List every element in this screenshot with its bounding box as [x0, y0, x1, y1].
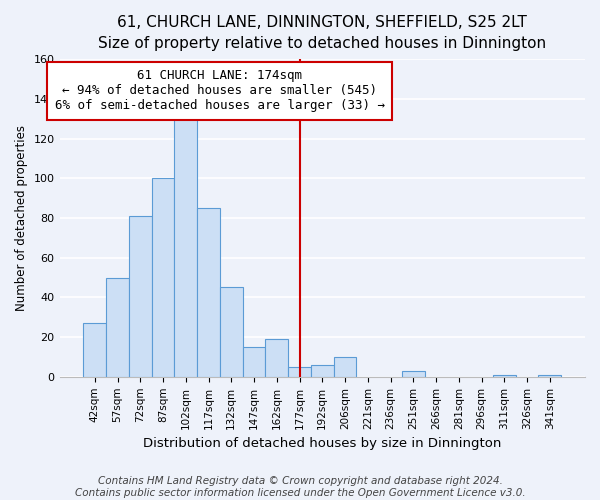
Bar: [106, 278, 129, 377]
Bar: [265, 339, 288, 377]
Bar: [402, 371, 425, 377]
Text: Contains HM Land Registry data © Crown copyright and database right 2024.
Contai: Contains HM Land Registry data © Crown c…: [74, 476, 526, 498]
Bar: [538, 375, 561, 377]
Bar: [288, 367, 311, 377]
Bar: [334, 357, 356, 377]
Text: 61 CHURCH LANE: 174sqm
← 94% of detached houses are smaller (545)
6% of semi-det: 61 CHURCH LANE: 174sqm ← 94% of detached…: [55, 69, 385, 112]
Title: 61, CHURCH LANE, DINNINGTON, SHEFFIELD, S25 2LT
Size of property relative to det: 61, CHURCH LANE, DINNINGTON, SHEFFIELD, …: [98, 15, 547, 51]
Y-axis label: Number of detached properties: Number of detached properties: [15, 125, 28, 311]
Bar: [242, 347, 265, 377]
Bar: [493, 375, 515, 377]
Bar: [197, 208, 220, 377]
Bar: [129, 216, 152, 377]
Bar: [220, 288, 242, 377]
Bar: [175, 118, 197, 377]
Bar: [152, 178, 175, 377]
X-axis label: Distribution of detached houses by size in Dinnington: Distribution of detached houses by size …: [143, 437, 502, 450]
Bar: [83, 323, 106, 377]
Bar: [311, 365, 334, 377]
